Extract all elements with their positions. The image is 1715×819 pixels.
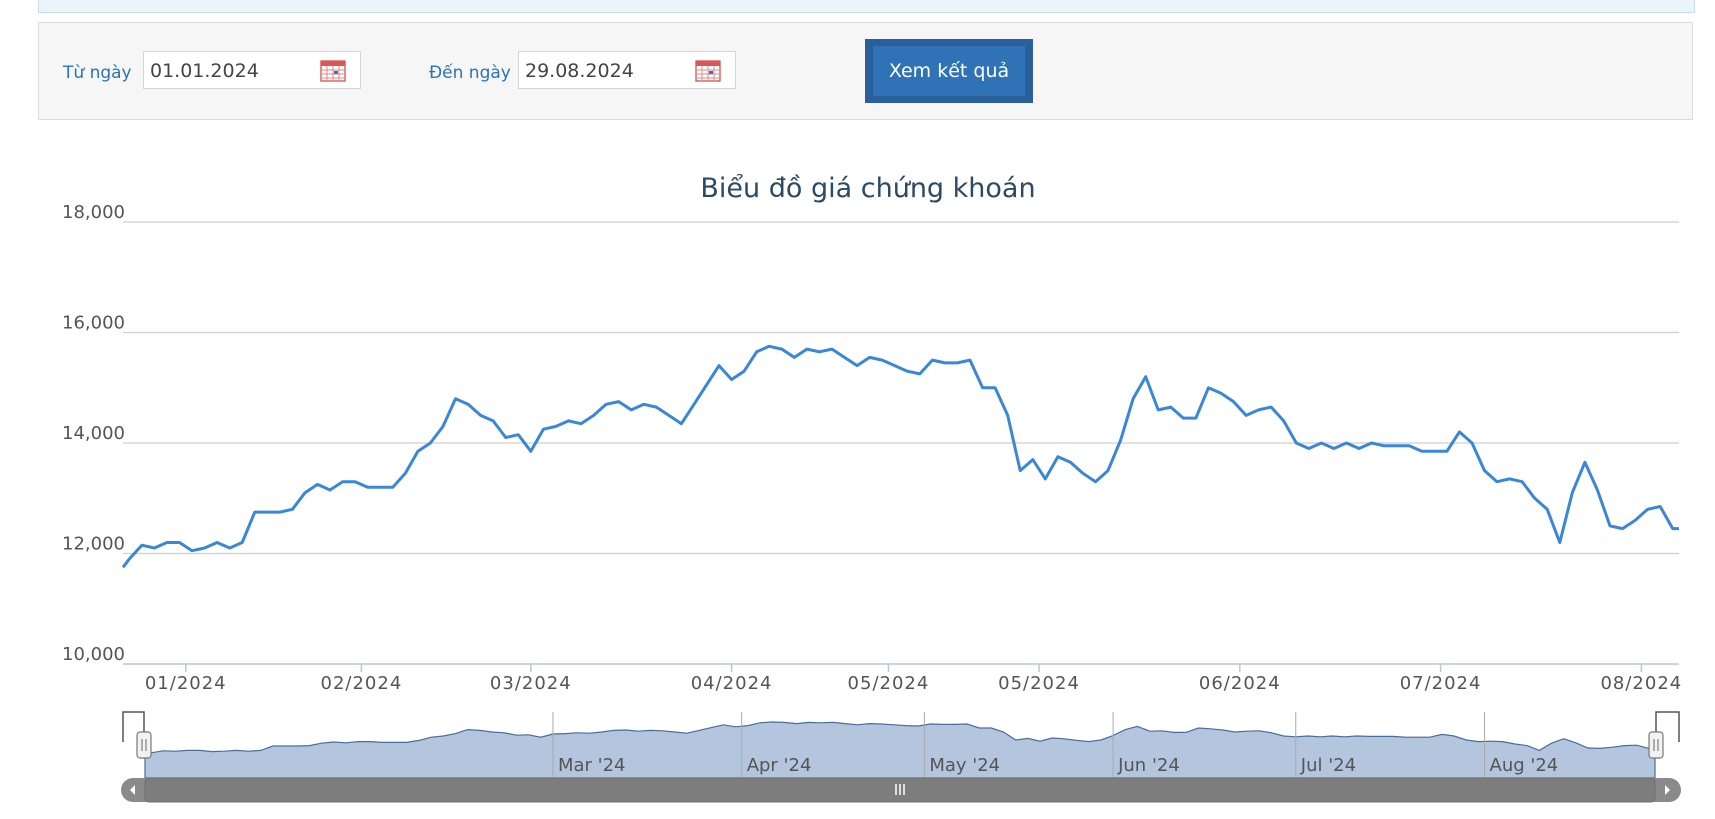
x-tick-label: 06/2024: [1199, 673, 1281, 694]
y-axis-labels: 10,000 12,000 14,000 16,000 18,000: [62, 202, 125, 665]
navigator-month-lines: [552, 712, 1486, 778]
x-tick-label: 05/2024: [848, 673, 930, 694]
arrow-right-icon[interactable]: [1665, 785, 1670, 795]
calendar-icon[interactable]: [320, 58, 346, 86]
view-results-label: Xem kết quả: [873, 46, 1025, 96]
navigator-month-label: Jul '24: [1300, 755, 1356, 776]
arrow-left-icon[interactable]: [130, 785, 135, 795]
from-date-label: Từ ngày: [63, 63, 132, 83]
navigator-right-handle[interactable]: [1648, 731, 1664, 759]
y-grid: [123, 221, 1679, 555]
grip-icon: [895, 784, 905, 795]
x-tick-label: 08/2024: [1600, 673, 1682, 694]
scrollbar[interactable]: [121, 777, 1681, 803]
calendar-icon[interactable]: [695, 58, 721, 86]
x-tick-label: 07/2024: [1400, 673, 1482, 694]
navigator-left-handle[interactable]: [136, 731, 152, 759]
navigator-month-label: May '24: [929, 755, 1000, 776]
x-axis-labels: 01/2024 02/2024 03/2024 04/2024 05/2024 05/20…: [145, 664, 1682, 694]
x-tick-label: 01/2024: [145, 673, 227, 694]
navigator-month-label: Aug '24: [1490, 755, 1559, 776]
y-tick-label: 16,000: [62, 313, 125, 334]
navigator-month-label: Apr '24: [747, 755, 812, 776]
x-tick-label: 04/2024: [691, 673, 773, 694]
y-tick-label: 14,000: [62, 423, 125, 444]
y-tick-label: 12,000: [62, 534, 125, 555]
from-date-value: 01.01.2024: [150, 60, 259, 82]
navigator-month-label: Jun '24: [1117, 755, 1180, 776]
navigator-month-label: Mar '24: [558, 755, 626, 776]
y-tick-label: 10,000: [62, 644, 125, 665]
navigator-area: [144, 721, 1656, 779]
navigator[interactable]: Mar '24 Apr '24 May '24 Jun '24 Jul '24 Aug '…: [122, 711, 1680, 779]
navigator-left-bracket: [122, 711, 145, 742]
date-filter-panel: Từ ngày 01.01.2024 Đến ngày 29.08.2024: [38, 22, 1693, 120]
navigator-right-bracket: [1655, 711, 1680, 742]
navigator-labels: Mar '24 Apr '24 May '24 Jun '24 Jul '24 Aug '…: [558, 755, 1558, 776]
x-tick-label: 02/2024: [321, 673, 403, 694]
view-results-button[interactable]: Xem kết quả: [865, 39, 1033, 103]
info-strip: [38, 0, 1695, 13]
x-tick-label: 03/2024: [490, 673, 572, 694]
to-date-field[interactable]: 29.08.2024: [518, 51, 736, 89]
y-tick-label: 18,000: [62, 202, 125, 223]
from-date-field[interactable]: 01.01.2024: [143, 51, 361, 89]
price-series-line: [121, 344, 1679, 569]
chart-title: Biểu đồ giá chứng khoán: [700, 173, 1035, 204]
x-tick-label: 05/2024: [998, 673, 1080, 694]
to-date-value: 29.08.2024: [525, 60, 634, 82]
to-date-label: Đến ngày: [429, 63, 511, 83]
